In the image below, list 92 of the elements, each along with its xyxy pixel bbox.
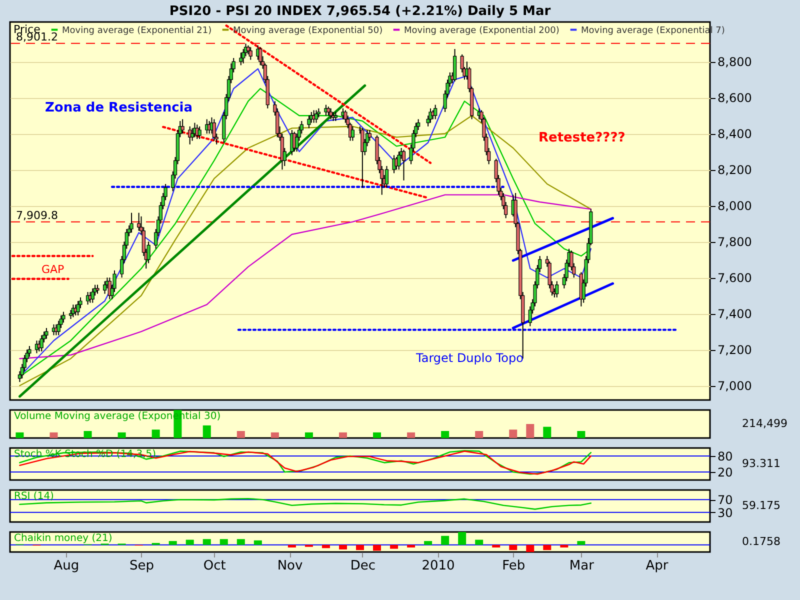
candlestick (130, 212, 134, 234)
bar (168, 541, 177, 545)
y-tick-label: 80 (718, 450, 733, 464)
bar (407, 432, 416, 438)
bar (560, 544, 568, 548)
bar (441, 431, 450, 438)
bar (338, 544, 347, 550)
bar (186, 540, 194, 545)
candlestick (350, 126, 355, 142)
candlestick (314, 110, 318, 124)
bar (577, 541, 586, 545)
bar (202, 425, 211, 438)
bar (236, 431, 245, 438)
text: 0.1758 (742, 535, 780, 548)
bar (236, 539, 245, 545)
candlestick (180, 118, 184, 134)
y-tick-label: 8,000 (718, 199, 752, 214)
x-tick-label: Feb (502, 558, 526, 574)
bar (152, 430, 160, 438)
text: 93.311 (742, 457, 780, 470)
x-tick-label: Oct (203, 558, 226, 574)
bar (304, 432, 313, 438)
y-tick-label: 20 (718, 466, 733, 480)
bar (288, 544, 296, 548)
bar (492, 544, 500, 548)
y-tick-label: 7,600 (718, 271, 752, 286)
candlestick (212, 118, 216, 142)
bar (526, 544, 534, 552)
text: 59.175 (742, 499, 780, 512)
bar (50, 432, 58, 438)
bar (475, 431, 484, 438)
candlestick (307, 115, 311, 129)
y-tick-label: 8,800 (718, 55, 752, 70)
candlestick (44, 328, 48, 340)
bar (270, 432, 279, 438)
x-tick-label: Apr (646, 558, 669, 574)
bar (118, 432, 126, 438)
candlestick (239, 52, 243, 66)
candlestick (198, 126, 202, 140)
bar (373, 432, 382, 438)
text: 214,499 (742, 417, 788, 430)
chart-title: Chaikin money (21) (14, 533, 112, 544)
x-tick-label: Sep (129, 558, 154, 574)
bar (509, 544, 518, 550)
x-tick-label: 2010 (422, 558, 455, 574)
bar (220, 539, 228, 545)
legend-label: Moving average (Exponential 200) (404, 26, 560, 36)
bar (526, 424, 534, 438)
bar (577, 431, 586, 438)
y-tick-label: 7,000 (718, 379, 752, 394)
candlestick (434, 104, 438, 120)
y-tick-label: 30 (718, 506, 733, 520)
x-tick-label: Dec (350, 558, 376, 574)
bar (390, 544, 398, 549)
bar (254, 540, 262, 545)
x-tick-label: Mar (569, 558, 595, 574)
bar (84, 431, 92, 438)
bar (441, 536, 450, 545)
y-tick-label: 7,400 (718, 307, 752, 322)
legend-label: Moving average (Exponential 50) (233, 26, 383, 36)
bar (543, 544, 552, 550)
y-tick-label: 70 (718, 493, 733, 508)
y-tick-label: 7,200 (718, 343, 752, 358)
bar (338, 432, 347, 438)
y-tick-label: 7,800 (718, 235, 752, 250)
y-tick-label: 8,600 (718, 91, 752, 106)
bar (356, 544, 364, 550)
bar (202, 539, 211, 545)
chart-title: PSI20 - PSI 20 INDEX 7,965.54 (+2.21%) Daily 5 Mar (169, 4, 552, 19)
candlestick (329, 108, 333, 120)
bar (373, 544, 382, 551)
annotation: GAP (42, 262, 65, 276)
legend-label: Moving average (Exponential 21) (62, 26, 212, 36)
candlestick (137, 212, 141, 232)
bar (407, 544, 416, 548)
bar (509, 430, 518, 438)
bar (458, 532, 466, 545)
annotation: Zona de Resistencia (45, 100, 193, 116)
ref-line-label: 7,909.8 (16, 208, 58, 222)
bar (475, 540, 484, 545)
annotation: Target Duplo Topo (415, 350, 524, 365)
bar (322, 544, 330, 548)
candlestick (452, 48, 457, 82)
y-tick-label: 8,400 (718, 127, 752, 142)
y-tick-label: 8,200 (718, 163, 752, 178)
annotation: Reteste???? (538, 130, 626, 146)
bar (424, 541, 432, 545)
bar (16, 432, 24, 438)
x-tick-label: Aug (54, 558, 80, 574)
bar (543, 426, 552, 438)
x-tick-label: Nov (277, 558, 304, 574)
candlestick (258, 46, 262, 66)
